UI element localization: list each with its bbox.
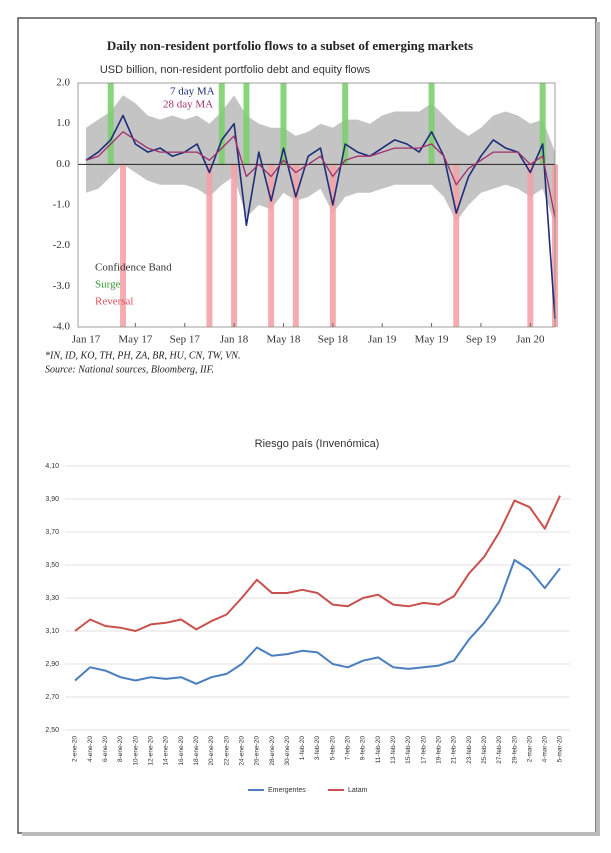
x-tick-label: 19-feb-20 (435, 736, 442, 764)
footnote: *IN, ID, KO, TH, PH, ZA, BR, HU, CN, TW,… (45, 350, 240, 361)
reversal-bar (231, 164, 238, 327)
legend-label: Reversal (95, 296, 133, 308)
x-tick-label: 4-mar-20 (542, 736, 549, 763)
y-tick-label: 2.0 (56, 77, 70, 89)
y-tick-label: 1.0 (56, 117, 70, 129)
x-tick-label: Jan 19 (368, 334, 397, 346)
reversal-bar (268, 164, 275, 327)
x-tick-label: 7-feb-20 (345, 736, 352, 761)
series-line (85, 131, 556, 218)
x-tick-label: 16-ene-20 (178, 736, 185, 766)
x-tick-label: 6-ene-20 (102, 736, 109, 762)
x-tick-label: Jan 17 (72, 334, 101, 346)
x-tick-label: 28-ene-20 (269, 736, 276, 766)
x-tick-label: 26-ene-20 (254, 736, 261, 766)
legend-label: Surge (95, 279, 121, 291)
x-tick-label: 9-feb-20 (360, 736, 367, 761)
legend-label: Latam (348, 787, 368, 794)
surge-bar (107, 83, 114, 165)
x-tick-label: 5-feb-20 (329, 736, 336, 761)
legend-label: Emergentes (268, 787, 306, 794)
legend-label: Confidence Band (95, 262, 172, 274)
surge-bar (243, 83, 250, 165)
x-tick-label: 4-ene-20 (87, 736, 94, 762)
x-tick-label: Sep 18 (318, 334, 349, 346)
x-tick-label: May 19 (415, 334, 449, 346)
x-tick-label: 25-feb-20 (481, 736, 488, 764)
x-tick-label: Sep 19 (466, 334, 497, 346)
x-tick-label: May 18 (267, 334, 301, 346)
y-tick-label: 3,70 (45, 529, 59, 536)
y-tick-label: -2.0 (53, 239, 71, 251)
x-tick-label: Jan 20 (516, 334, 545, 346)
x-tick-label: 24-ene-20 (238, 736, 245, 766)
frame-shadow (596, 22, 600, 836)
x-tick-label: 27-feb-20 (496, 736, 503, 764)
y-tick-label: 4,10 (45, 463, 59, 470)
y-tick-label: 3,90 (45, 496, 59, 503)
source: Source: National sources, Bloomberg, IIF… (45, 364, 214, 375)
x-tick-label: May 17 (118, 334, 152, 346)
x-tick-label: Sep 17 (170, 334, 201, 346)
x-tick-label: 8-ene-20 (117, 736, 124, 762)
x-tick-label: 1-feb-20 (299, 736, 306, 761)
series-line (74, 495, 561, 632)
y-tick-label: 2,90 (45, 661, 59, 668)
x-tick-label: 21-feb-20 (451, 736, 458, 764)
x-tick-label: 22-ene-20 (223, 736, 230, 766)
y-tick-label: -4.0 (53, 321, 71, 333)
y-tick-label: -3.0 (53, 280, 71, 292)
x-tick-label: 23-feb-20 (466, 736, 473, 764)
reversal-bar (120, 164, 127, 327)
x-tick-label: 13-feb-20 (390, 736, 397, 764)
x-tick-label: 20-ene-20 (208, 736, 215, 766)
x-tick-label: 2-mar-20 (526, 736, 533, 763)
y-tick-label: 2,50 (45, 727, 59, 734)
reversal-bar (206, 164, 213, 327)
y-tick-label: 3,10 (45, 628, 59, 635)
y-tick-label: 3,50 (45, 562, 59, 569)
x-tick-label: 17-feb-20 (420, 736, 427, 764)
reversal-bar (292, 164, 299, 327)
surge-bar (280, 83, 287, 165)
reversal-bar (453, 164, 460, 327)
y-tick-label: 3,30 (45, 595, 59, 602)
reversal-bar (527, 164, 534, 327)
x-tick-label: Jan 18 (220, 334, 249, 346)
x-tick-label: 14-ene-20 (163, 736, 170, 766)
reversal-bar (329, 164, 336, 327)
x-tick-label: 12-ene-20 (148, 736, 155, 766)
surge-bar (539, 83, 546, 165)
legend-label: 7 day MA (170, 86, 215, 98)
x-tick-label: 2-ene-20 (72, 736, 79, 762)
x-tick-label: 18-ene-20 (193, 736, 200, 766)
surge-bar (428, 83, 435, 165)
x-tick-label: 29-feb-20 (511, 736, 518, 764)
legend-label: 28 day MA (163, 99, 213, 111)
chart-title: Daily non-resident portfolio flows to a … (107, 38, 473, 53)
y-tick-label: 2,70 (45, 694, 59, 701)
x-tick-label: 10-ene-20 (132, 736, 139, 766)
chart-title: Riesgo país (Invenómica) (255, 438, 380, 450)
x-tick-label: 5-mar-20 (557, 736, 564, 763)
series-line (74, 559, 561, 685)
x-tick-label: 30-ene-20 (284, 736, 291, 766)
confidence-band (86, 95, 555, 226)
y-tick-label: 0.0 (56, 158, 70, 170)
x-tick-label: 15-feb-20 (405, 736, 412, 764)
surge-bar (218, 83, 225, 165)
x-tick-label: 3-feb-20 (314, 736, 321, 761)
frame-shadow (22, 832, 598, 836)
surge-bar (342, 83, 349, 165)
x-tick-label: 11-feb-20 (375, 736, 382, 764)
y-tick-label: -1.0 (53, 199, 71, 211)
plot-frame (77, 82, 556, 328)
chart-subtitle: USD billion, non-resident portfolio debt… (100, 64, 371, 76)
